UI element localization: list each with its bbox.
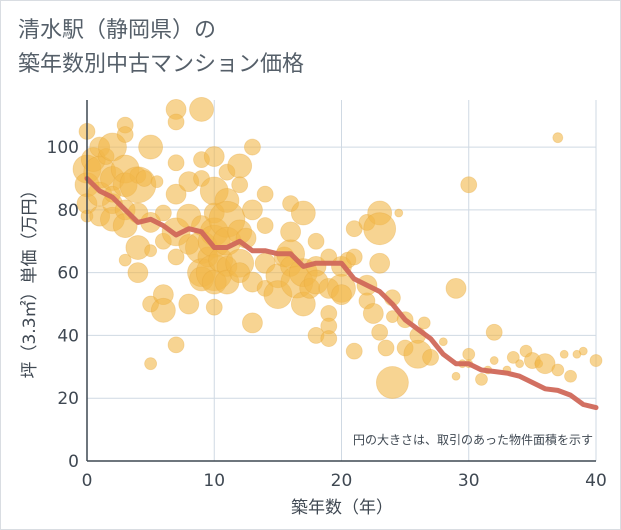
bubble-point bbox=[290, 200, 316, 226]
bubble-point bbox=[242, 312, 263, 334]
bubble-point bbox=[369, 252, 391, 274]
bubble-point bbox=[150, 175, 164, 189]
bubble-point bbox=[551, 363, 565, 377]
bubble-point bbox=[189, 97, 214, 122]
bubble-point bbox=[394, 208, 404, 218]
bubble-point bbox=[589, 354, 603, 367]
chart-title-line2: 築年数別中古マンション価格 bbox=[18, 52, 305, 77]
bubble-point bbox=[475, 372, 488, 386]
bubble-point bbox=[116, 126, 134, 143]
bubble-point bbox=[167, 248, 185, 266]
bubble-point bbox=[445, 277, 467, 299]
y-tick-label: 0 bbox=[68, 452, 79, 472]
y-axis-title: 坪（3.3㎡）単価（万円） bbox=[20, 181, 40, 378]
bubble-point bbox=[506, 351, 520, 364]
bubble-point bbox=[205, 298, 223, 316]
y-tick-label: 20 bbox=[57, 389, 79, 409]
chart-title: 清水駅（静岡県）の 築年数別中古マンション価格 bbox=[18, 14, 304, 82]
bubble-point bbox=[345, 342, 363, 360]
bubble-point bbox=[227, 153, 253, 179]
bubble-point bbox=[118, 253, 132, 267]
bubble-point bbox=[280, 221, 302, 243]
y-tick-label: 100 bbox=[47, 138, 79, 158]
bubble-point bbox=[167, 154, 185, 172]
x-tick-label: 40 bbox=[585, 471, 607, 491]
bubble-point bbox=[422, 349, 439, 366]
average-line-series bbox=[84, 176, 599, 411]
x-tick-label: 10 bbox=[203, 471, 225, 491]
bubble-point bbox=[165, 183, 187, 205]
bubble-point bbox=[515, 359, 525, 369]
bubble-point bbox=[127, 262, 149, 284]
bubble-point bbox=[362, 303, 384, 324]
y-tick-label: 60 bbox=[57, 264, 79, 284]
bubble-point bbox=[256, 185, 274, 203]
x-axis-title: 築年数（年） bbox=[291, 498, 393, 518]
bubble-point bbox=[489, 356, 499, 365]
y-tick-label: 80 bbox=[57, 201, 79, 221]
bubble-point bbox=[307, 232, 325, 250]
x-tick-label: 0 bbox=[82, 471, 93, 491]
bubble-point bbox=[438, 337, 448, 347]
bubble-point bbox=[320, 330, 338, 347]
y-tick-labels: 0 20 40 60 80 100 bbox=[47, 138, 79, 472]
bubble-point bbox=[485, 323, 503, 341]
bubble-point bbox=[231, 176, 249, 194]
bubble-point bbox=[144, 244, 158, 258]
bubble-point bbox=[559, 349, 569, 359]
bubble-point bbox=[167, 336, 185, 354]
bubble-point bbox=[534, 353, 556, 375]
bubble-point bbox=[144, 357, 158, 371]
bubble-point bbox=[256, 217, 274, 234]
bubble-point bbox=[178, 293, 200, 315]
x-tick-label: 20 bbox=[331, 471, 353, 491]
bubble-point bbox=[451, 371, 461, 381]
bubble-point bbox=[150, 297, 176, 323]
bubble-point bbox=[552, 132, 564, 144]
bubble-point bbox=[167, 113, 185, 131]
bubble-point bbox=[345, 248, 363, 266]
y-tick-label: 40 bbox=[57, 326, 79, 346]
bubble-point bbox=[564, 369, 577, 383]
chart-title-line1: 清水駅（静岡県）の bbox=[18, 18, 217, 43]
bubble-series bbox=[72, 97, 603, 399]
bubble-point bbox=[417, 316, 431, 330]
bubble-point bbox=[331, 284, 352, 306]
bubble-point bbox=[462, 347, 476, 361]
bubble-point bbox=[203, 146, 225, 167]
bubble-point bbox=[138, 134, 164, 160]
x-tick-labels: 0 10 20 30 40 bbox=[82, 471, 607, 491]
bubble-point bbox=[242, 199, 263, 221]
bubble-point bbox=[578, 346, 588, 356]
bubble-point bbox=[460, 176, 478, 194]
bubble-point bbox=[371, 323, 389, 341]
bubble-point bbox=[375, 366, 409, 399]
bubble-point bbox=[244, 138, 261, 156]
bubble-point bbox=[377, 339, 395, 357]
bubble-point bbox=[119, 166, 157, 204]
bubble-point bbox=[363, 212, 397, 246]
size-note: 円の大きさは、取引のあった物件面積を示す bbox=[353, 432, 593, 447]
axes bbox=[86, 100, 596, 462]
x-tick-label: 30 bbox=[458, 471, 480, 491]
bubble-point bbox=[154, 204, 172, 222]
bubble-point bbox=[135, 170, 153, 187]
average-line bbox=[84, 176, 599, 411]
